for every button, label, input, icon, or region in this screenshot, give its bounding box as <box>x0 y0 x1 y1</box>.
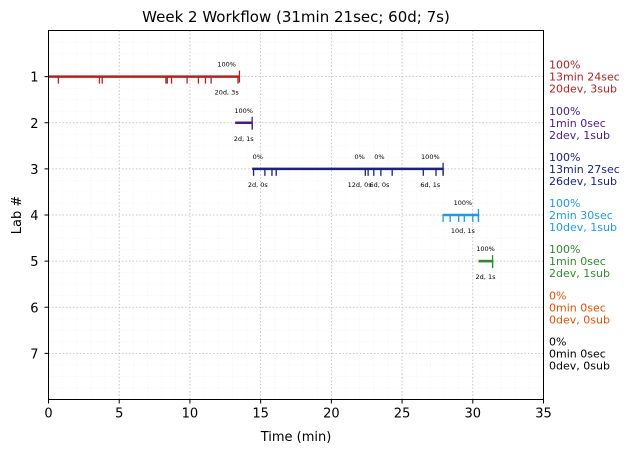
lab-3-annotation-above: 0% <box>354 153 364 161</box>
y-tick-label: 3 <box>30 163 38 178</box>
x-tick-label: 20 <box>323 407 340 422</box>
lab-3-annotation-above: 0% <box>374 153 384 161</box>
lab-2-stat-line: 1min 0sec <box>549 117 606 130</box>
y-tick-label: 7 <box>30 347 38 362</box>
lab-2-stat-line: 2dev, 1sub <box>549 129 610 142</box>
lab-3-annotation-below: 12d, 0s <box>348 181 373 189</box>
marks-layer: 100% 20d, 3s 100% 2d, 1s 0% 2d, 0s 0% 12d, 0s 0%… <box>48 61 497 281</box>
lab-5-stat-line: 2dev, 1sub <box>549 267 610 280</box>
lab-5-annotation-below: 2d, 1s <box>476 273 497 281</box>
lab-3-annotation-below: 2d, 0s <box>248 181 269 189</box>
lab-4-stat-line: 10dev, 1sub <box>549 221 617 234</box>
lab-4-stat-line: 100% <box>549 197 580 210</box>
lab-3-annotation-below: 6d, 1s <box>420 181 441 189</box>
lab-5-stat-line: 100% <box>549 243 580 256</box>
axes-layer: 0 5 10 15 20 25 30 35 1 2 3 4 5 6 7 <box>30 71 552 422</box>
lab-7-stat-line: 0min 0sec <box>549 347 606 360</box>
x-tick-label: 35 <box>535 407 552 422</box>
y-tick-label: 4 <box>30 209 38 224</box>
lab-3-annotation-above: 0% <box>253 153 263 161</box>
y-axis-title: Lab # <box>10 196 25 235</box>
lab-6-stat-line: 0min 0sec <box>549 301 606 314</box>
lab-2-annotation-above: 100% <box>234 107 253 115</box>
lab-3-stat-line: 100% <box>549 151 580 164</box>
x-tick-label: 5 <box>115 407 123 422</box>
lab-5-annotation-above: 100% <box>476 245 495 253</box>
lab-1-stat-line: 13min 24sec <box>549 71 620 84</box>
y-tick-label: 1 <box>30 71 38 86</box>
lab-3-stat-line: 26dev, 1sub <box>549 175 617 188</box>
lab-1-annotation-below: 20d, 3s <box>215 89 240 97</box>
x-axis-title: Time (min) <box>260 430 332 445</box>
x-tick-label: 25 <box>394 407 411 422</box>
lab-2-stat-line: 100% <box>549 105 580 118</box>
lab-3-annotation-above: 100% <box>421 153 440 161</box>
x-tick-label: 15 <box>252 407 269 422</box>
y-tick-label: 5 <box>30 255 38 270</box>
lab-4-stat-line: 2min 30sec <box>549 209 613 222</box>
lab-4-annotation-above: 100% <box>454 199 473 207</box>
x-tick-label: 0 <box>44 407 52 422</box>
lab-5-stat-line: 1min 0sec <box>549 255 606 268</box>
x-tick-label: 10 <box>182 407 199 422</box>
lab-3-annotation-below: 6d, 0s <box>369 181 390 189</box>
lab-1-stat-line: 20dev, 3sub <box>549 83 617 96</box>
lab-1-annotation-above: 100% <box>217 61 236 69</box>
y-tick-label: 2 <box>30 117 38 132</box>
lab-2-annotation-below: 2d, 1s <box>234 135 255 143</box>
lab-7-stat-line: 0dev, 0sub <box>549 359 610 372</box>
lab-4-annotation-below: 10d, 1s <box>451 227 476 235</box>
lab-1-stat-line: 100% <box>549 59 580 72</box>
lab-3-stat-line: 13min 27sec <box>549 163 620 176</box>
y-tick-label: 6 <box>30 301 38 316</box>
x-tick-label: 30 <box>465 407 482 422</box>
lab-6-stat-line: 0dev, 0sub <box>549 313 610 326</box>
lab-6-stat-line: 0% <box>549 289 566 302</box>
lab-7-stat-line: 0% <box>549 335 566 348</box>
chart-title: Week 2 Workflow (31min 21sec; 60d; 7s) <box>142 8 450 26</box>
